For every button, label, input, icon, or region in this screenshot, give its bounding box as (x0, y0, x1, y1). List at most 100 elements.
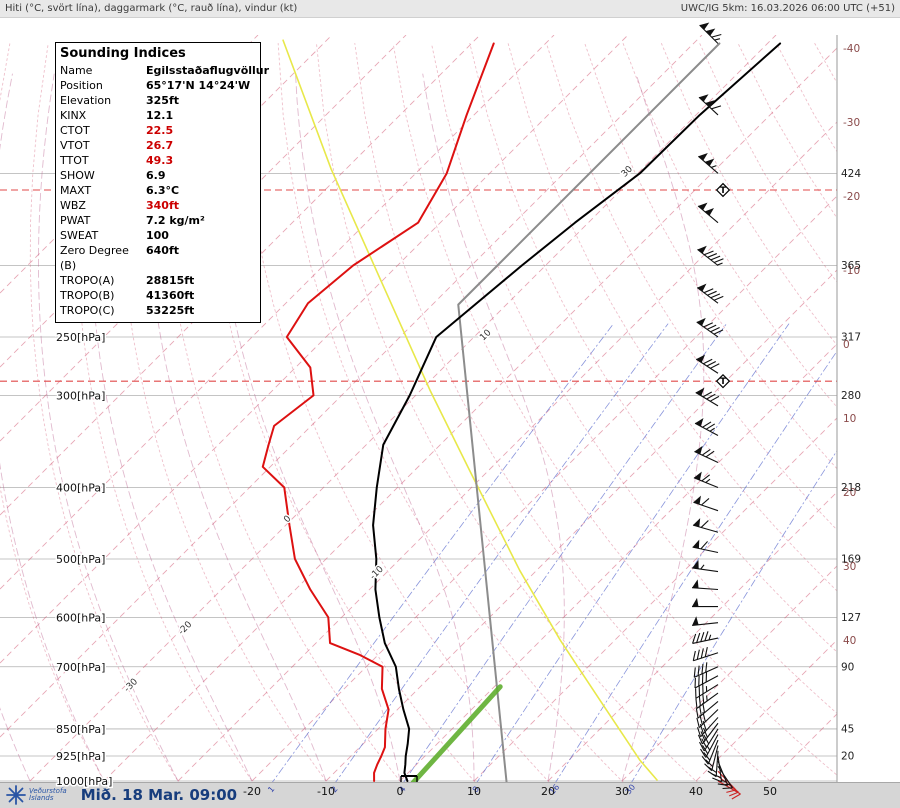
index-value: 340ft (146, 199, 180, 212)
svg-text:-30: -30 (123, 677, 141, 695)
wind-barb (692, 616, 719, 626)
index-row: VTOT 26.7 (56, 138, 260, 153)
wind-barb (697, 202, 719, 224)
svg-text:-20: -20 (843, 191, 860, 203)
index-name: KINX (60, 109, 87, 122)
indices-title: Sounding Indices (60, 46, 186, 61)
wind-barb (696, 283, 724, 304)
wind-barb (698, 94, 722, 116)
bottom-status-bar (0, 782, 900, 808)
svg-text:90: 90 (841, 661, 854, 673)
index-value: 640ft (146, 244, 180, 257)
index-row: PWAT 7.2 kg/m² (56, 213, 260, 228)
wind-barb (697, 722, 719, 745)
svg-text:20: 20 (843, 487, 856, 499)
svg-text:424: 424 (841, 168, 861, 180)
wind-barb (699, 728, 719, 752)
index-row: WBZ 340ft (56, 198, 260, 213)
logo-subtitle: Íslands (29, 794, 54, 802)
svg-text:10: 10 (478, 328, 493, 343)
svg-text:127: 127 (841, 612, 861, 624)
svg-text:2: 2 (329, 785, 339, 795)
svg-text:-20: -20 (243, 785, 261, 798)
wind-barb (695, 683, 719, 699)
wind-barb (699, 22, 722, 44)
index-name: CTOT (60, 124, 90, 137)
grid (0, 35, 837, 782)
wind-barb (693, 662, 719, 678)
vedurstofa-logo: Veðurstofa Íslands (5, 784, 67, 806)
wind-barb (692, 579, 719, 591)
wind-barb (695, 354, 720, 374)
index-name: Name (60, 64, 93, 77)
index-name: PWAT (60, 214, 91, 227)
wind-barb (692, 518, 719, 533)
bottom-bar-content: Veðurstofa Íslands Mið. 18 Mar. 09:00 (0, 782, 237, 808)
logo-text: Veðurstofa Íslands (29, 788, 67, 802)
wind-barb (692, 560, 719, 573)
svg-text:30: 30 (615, 785, 629, 798)
reference-yellow-curve (282, 39, 658, 781)
svg-text:-10: -10 (843, 265, 860, 277)
svg-text:-30: -30 (843, 117, 860, 129)
wind-barb (694, 672, 719, 689)
wind-barb (693, 495, 719, 512)
svg-text:50: 50 (763, 785, 777, 798)
tropopause-lines (0, 189, 837, 382)
wind-barb (697, 245, 724, 266)
index-name: WBZ (60, 199, 86, 212)
index-row: Name Egilsstaðaflugvöllur (56, 63, 269, 78)
index-row: MAXT 6.3°C (56, 183, 260, 198)
svg-text:600[hPa]: 600[hPa] (56, 611, 105, 624)
svg-text:10: 10 (843, 413, 856, 425)
icao-standard-atmosphere-curve (457, 42, 721, 782)
index-name: TTOT (60, 154, 89, 167)
index-name: TROPO(A) (60, 274, 115, 287)
svg-text:-10: -10 (368, 564, 386, 582)
temperature-curve (372, 42, 782, 782)
wind-barb (692, 539, 719, 554)
index-value: 28815ft (146, 274, 195, 287)
svg-text:30: 30 (843, 561, 856, 573)
profile-curves (261, 39, 782, 782)
index-row: Zero Degree (B) 640ft (56, 243, 260, 273)
svg-text:280: 280 (841, 390, 861, 402)
index-value: 49.3 (146, 154, 174, 167)
index-row: SHOW 6.9 (56, 168, 260, 183)
index-name: TROPO(C) (60, 304, 115, 317)
index-value: Egilsstaðaflugvöllur (146, 64, 270, 77)
index-name: MAXT (60, 184, 92, 197)
index-name: VTOT (60, 139, 90, 152)
svg-text:300[hPa]: 300[hPa] (56, 389, 105, 402)
index-value: 26.7 (146, 139, 174, 152)
wind-barb (696, 317, 724, 338)
index-name: SWEAT (60, 229, 99, 242)
svg-text:30: 30 (620, 164, 635, 179)
svg-text:0: 0 (397, 785, 404, 798)
svg-text:4: 4 (398, 785, 408, 795)
index-row: Elevation 325ft (56, 93, 260, 108)
logo-title: Veðurstofa (29, 787, 67, 795)
svg-text:10: 10 (467, 785, 481, 798)
svg-text:40: 40 (689, 785, 703, 798)
svg-text:317: 317 (841, 331, 861, 343)
svg-text:500[hPa]: 500[hPa] (56, 553, 105, 566)
parcel-green-curve (410, 684, 503, 782)
wind-barb (692, 597, 718, 608)
index-row: TROPO(A) 28815ft (56, 273, 260, 288)
svg-text:40: 40 (843, 635, 856, 647)
indices-rows: Name Egilsstaðaflugvöllur Position 65°17'N … (56, 63, 269, 318)
wind-barb (695, 387, 720, 407)
index-name: Zero Degree (B) (60, 244, 129, 272)
index-value: 325ft (146, 94, 180, 107)
svg-text:0: 0 (843, 339, 850, 351)
svg-text:925[hPa]: 925[hPa] (56, 750, 105, 763)
svg-text:-40: -40 (843, 43, 860, 55)
wind-barb (692, 631, 719, 644)
svg-text:45: 45 (841, 723, 854, 735)
wind-barb (694, 445, 719, 464)
svg-text:250[hPa]: 250[hPa] (56, 331, 105, 344)
index-row: TTOT 49.3 (56, 153, 260, 168)
legend-text: Hiti (°C, svört lína), daggarmark (°C, r… (5, 3, 298, 14)
